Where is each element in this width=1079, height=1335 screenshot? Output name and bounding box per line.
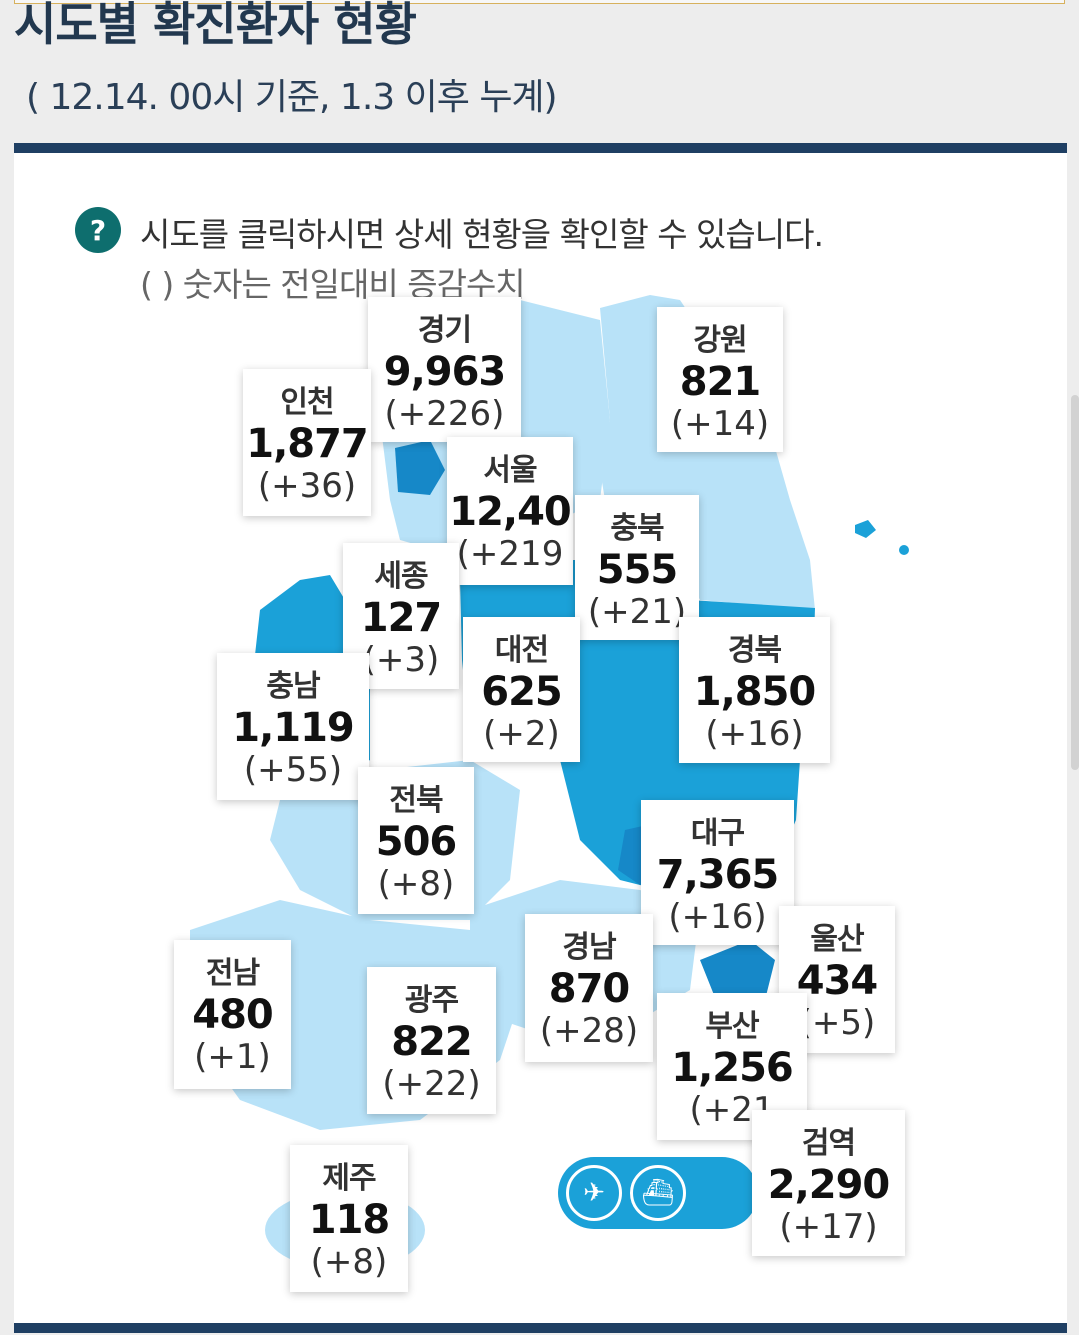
region-total: 625 xyxy=(481,669,563,715)
region-delta: (+21) xyxy=(587,592,687,632)
region-name: 충남 xyxy=(266,669,320,704)
region-delta: (+17) xyxy=(779,1207,878,1247)
region-delta: (+16) xyxy=(668,897,767,937)
region-name: 경기 xyxy=(417,313,472,348)
region-total: 480 xyxy=(192,992,274,1038)
region-total: 506 xyxy=(375,819,458,865)
region-name: 광주 xyxy=(404,983,459,1018)
region-delta: (+14) xyxy=(670,404,770,444)
region-name: 검역 xyxy=(801,1126,856,1161)
region-card-gangwon[interactable]: 강원 821 (+14) xyxy=(657,307,783,452)
region-delta: (+16) xyxy=(705,714,804,754)
region-total: 12,40 xyxy=(449,489,572,535)
region-card-gwangju[interactable]: 광주 822 (+22) xyxy=(367,967,496,1114)
region-card-jeonbuk[interactable]: 전북 506 (+8) xyxy=(358,767,474,914)
region-total: 821 xyxy=(679,359,762,405)
region-delta: (+219 xyxy=(456,534,564,574)
region-name: 강원 xyxy=(693,323,747,358)
region-delta: (+28) xyxy=(539,1011,639,1051)
footer-divider xyxy=(14,1323,1067,1333)
region-card-jeju[interactable]: 제주 118 (+8) xyxy=(290,1145,408,1292)
region-card-seoul[interactable]: 서울 12,40 (+219 xyxy=(447,437,573,585)
top-strip xyxy=(14,0,1065,4)
page-title: 시도별 확진환자 현황 xyxy=(14,0,417,51)
region-name: 부산 xyxy=(705,1009,759,1044)
region-name: 경남 xyxy=(562,930,616,965)
region-name: 경북 xyxy=(727,633,782,668)
header-divider xyxy=(14,143,1067,153)
airplane-icon: ✈ xyxy=(566,1165,622,1221)
region-name: 인천 xyxy=(280,385,334,420)
region-total: 555 xyxy=(596,547,679,593)
region-card-chungbuk[interactable]: 충북 555 (+21) xyxy=(575,495,699,640)
map-island-ulleung xyxy=(855,520,876,538)
region-delta: (+3) xyxy=(362,640,440,680)
scrollbar-thumb[interactable] xyxy=(1071,395,1079,770)
page-subtitle: ( 12.14. 00시 기준, 1.3 이후 누계) xyxy=(26,77,558,118)
region-name: 충북 xyxy=(610,511,664,546)
region-delta: (+22) xyxy=(382,1064,481,1104)
region-name: 울산 xyxy=(810,922,864,957)
region-name: 세종 xyxy=(374,559,428,594)
region-name: 전남 xyxy=(205,956,260,991)
region-total: 434 xyxy=(796,958,879,1004)
region-card-daejeon[interactable]: 대전 625 (+2) xyxy=(463,617,580,762)
quarantine-transport-pill[interactable]: ✈ ⛴ xyxy=(558,1157,758,1229)
region-delta: (+2) xyxy=(483,714,560,754)
region-total: 1,256 xyxy=(671,1045,794,1091)
region-total: 1,877 xyxy=(246,421,369,467)
region-name: 서울 xyxy=(483,453,537,488)
region-total: 9,963 xyxy=(383,349,507,395)
region-delta: (+8) xyxy=(377,864,455,904)
region-total: 118 xyxy=(308,1197,391,1243)
region-card-incheon[interactable]: 인천 1,877 (+36) xyxy=(243,369,371,516)
map-region-incheon[interactable] xyxy=(395,440,445,495)
region-total: 1,850 xyxy=(693,669,817,715)
region-card-gyeonggi[interactable]: 경기 9,963 (+226) xyxy=(368,297,521,442)
region-name: 대전 xyxy=(494,633,549,668)
region-card-daegu[interactable]: 대구 7,365 (+16) xyxy=(641,800,794,945)
region-delta: (+226) xyxy=(384,394,505,434)
question-icon: ? xyxy=(75,207,121,253)
region-delta: (+36) xyxy=(257,466,357,506)
region-name: 대구 xyxy=(690,816,745,851)
region-name: 전북 xyxy=(389,783,443,818)
region-card-quarantine[interactable]: 검역 2,290 (+17) xyxy=(752,1110,905,1256)
region-card-gyeongbuk[interactable]: 경북 1,850 (+16) xyxy=(679,617,830,763)
ship-icon: ⛴ xyxy=(630,1165,686,1221)
region-total: 2,290 xyxy=(767,1162,891,1208)
region-delta: (+1) xyxy=(194,1037,271,1077)
region-name: 제주 xyxy=(322,1161,376,1196)
region-delta: (+8) xyxy=(310,1242,388,1282)
region-card-jeonnam[interactable]: 전남 480 (+1) xyxy=(174,940,291,1089)
map-region-ulsan[interactable] xyxy=(700,940,775,1010)
region-card-gyeongnam[interactable]: 경남 870 (+28) xyxy=(525,914,653,1062)
region-delta: (+5) xyxy=(798,1003,876,1043)
region-card-chungnam[interactable]: 충남 1,119 (+55) xyxy=(217,653,369,800)
region-total: 870 xyxy=(548,966,631,1012)
map-island-dokdo xyxy=(899,545,909,555)
region-delta: (+55) xyxy=(243,750,343,790)
region-total: 1,119 xyxy=(232,705,355,751)
region-total: 127 xyxy=(360,595,443,641)
region-total: 7,365 xyxy=(656,852,780,898)
help-text: 시도를 클릭하시면 상세 현황을 확인할 수 있습니다. xyxy=(140,215,824,254)
region-total: 822 xyxy=(391,1019,473,1065)
